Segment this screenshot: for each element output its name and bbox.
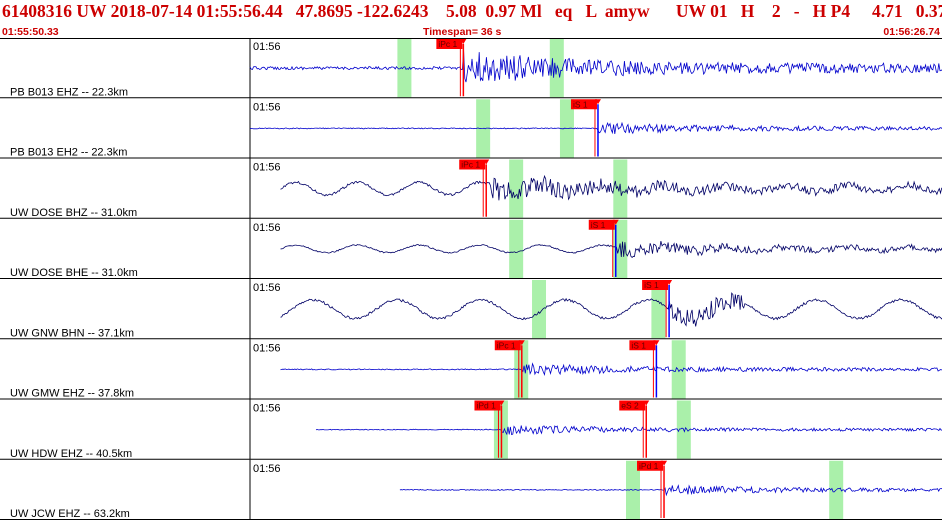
waveform-trace[interactable] (399, 484, 942, 497)
pick-flag[interactable] (436, 39, 463, 49)
pick-arrow-icon (594, 99, 601, 105)
time-bar: 01:55:50.33 Timespan= 36 s 01:56:26.74 (0, 26, 942, 38)
waveform-trace[interactable] (249, 121, 942, 135)
waveform-trace[interactable] (315, 425, 942, 436)
pick-arrow-icon (612, 219, 619, 225)
window-marker[interactable] (671, 340, 686, 399)
waveform-trace[interactable] (249, 50, 942, 83)
channel-label: PB B013 EHZ -- 22.3km (10, 86, 128, 98)
pick-flag[interactable] (459, 159, 486, 170)
window-marker[interactable] (651, 280, 666, 339)
waveform-trace[interactable] (280, 241, 942, 258)
minute-mark-label: 01:56 (253, 41, 281, 53)
window-marker[interactable] (397, 39, 412, 98)
seismogram-panels[interactable]: 01:56 iPc 1 PB B013 EHZ -- 22.3km 01:56 iS 1… (0, 38, 942, 520)
channel-label: UW JCW EHZ -- 63.2km (10, 508, 130, 520)
pick-label: iS 1 (591, 220, 606, 230)
channel-label: PB B013 EH2 -- 22.3km (10, 147, 127, 159)
waveform-trace[interactable] (280, 174, 942, 201)
minute-mark-label: 01:56 (253, 222, 281, 234)
event-title: 61408316 UW 2018-07-14 01:55:56.44 47.86… (2, 1, 942, 21)
pick-label: iPc 1 (438, 39, 457, 49)
pick-arrow-icon (661, 460, 668, 466)
pick-flag[interactable] (642, 280, 669, 290)
pick-label: iS 1 (644, 280, 659, 290)
pick-label: iPd 1 (639, 461, 659, 471)
channel-label: UW DOSE BHE -- 31.0km (10, 267, 138, 279)
channel-panel[interactable]: 01:56 iPc 1 PB B013 EHZ -- 22.3km (0, 38, 942, 99)
channel-panel[interactable]: 01:56 iPd 1 UW JCW EHZ -- 63.2km (0, 459, 942, 520)
pick-arrow-icon (653, 340, 660, 346)
pick-label: iPc 1 (461, 160, 480, 170)
minute-mark-label: 01:56 (253, 101, 281, 113)
pick-flag[interactable] (637, 460, 664, 471)
pick-flag[interactable] (570, 99, 597, 110)
channel-label: UW GMW EHZ -- 37.8km (10, 388, 134, 400)
minute-mark-label: 01:56 (253, 162, 281, 174)
pick-label: eS 2 (621, 401, 639, 411)
window-marker[interactable] (532, 280, 547, 339)
channel-panel[interactable]: 01:56 iPc 1 iS 1 UW GMW EHZ -- 37.8km (0, 339, 942, 400)
pick-label: iPc 1 (497, 340, 516, 350)
channel-label: UW HDW EHZ -- 40.5km (10, 448, 132, 460)
channel-label: UW GNW BHN -- 37.1km (10, 327, 134, 339)
channel-panel[interactable]: 01:56 iS 1 PB B013 EH2 -- 22.3km (0, 98, 942, 159)
pick-arrow-icon (518, 340, 525, 346)
timespan-label: Timespan= 36 s (423, 26, 502, 38)
window-marker[interactable] (509, 159, 524, 218)
channel-panel[interactable]: 01:56 iPd 1 eS 2 UW HDW EHZ -- 40.5km (0, 399, 942, 460)
minute-mark-label: 01:56 (253, 463, 281, 475)
pick-arrow-icon (498, 400, 505, 406)
pick-label: iS 1 (631, 340, 646, 350)
waveform-trace[interactable] (280, 362, 942, 377)
minute-mark-label: 01:56 (253, 342, 281, 354)
end-time-label: 01:56:26.74 (883, 26, 940, 38)
channel-label: UW DOSE BHZ -- 31.0km (10, 207, 137, 219)
start-time-label: 01:55:50.33 (2, 26, 59, 38)
pick-label: iS 1 (573, 99, 588, 109)
window-marker[interactable] (509, 219, 524, 278)
pick-flag[interactable] (629, 340, 656, 351)
channel-panel[interactable]: 01:56 iPc 1 UW DOSE BHZ -- 31.0km (0, 158, 942, 219)
pick-flag[interactable] (588, 219, 615, 230)
channel-panel[interactable]: 01:56 iS 1 UW GNW BHN -- 37.1km (0, 279, 942, 340)
pick-arrow-icon (483, 159, 490, 165)
pick-flag[interactable] (474, 400, 501, 411)
waveform-trace[interactable] (280, 292, 942, 327)
minute-mark-label: 01:56 (253, 282, 281, 294)
pick-arrow-icon (666, 280, 673, 285)
pick-label: iPd 1 (476, 401, 496, 411)
pick-arrow-icon (643, 400, 650, 406)
pick-flag[interactable] (619, 400, 646, 411)
pick-flag[interactable] (494, 340, 521, 351)
minute-mark-label: 01:56 (253, 403, 281, 415)
pick-arrow-icon (460, 39, 467, 44)
channel-panel[interactable]: 01:56 iS 1 UW DOSE BHE -- 31.0km (0, 218, 942, 279)
event-header: 61408316 UW 2018-07-14 01:55:56.44 47.86… (0, 0, 942, 38)
